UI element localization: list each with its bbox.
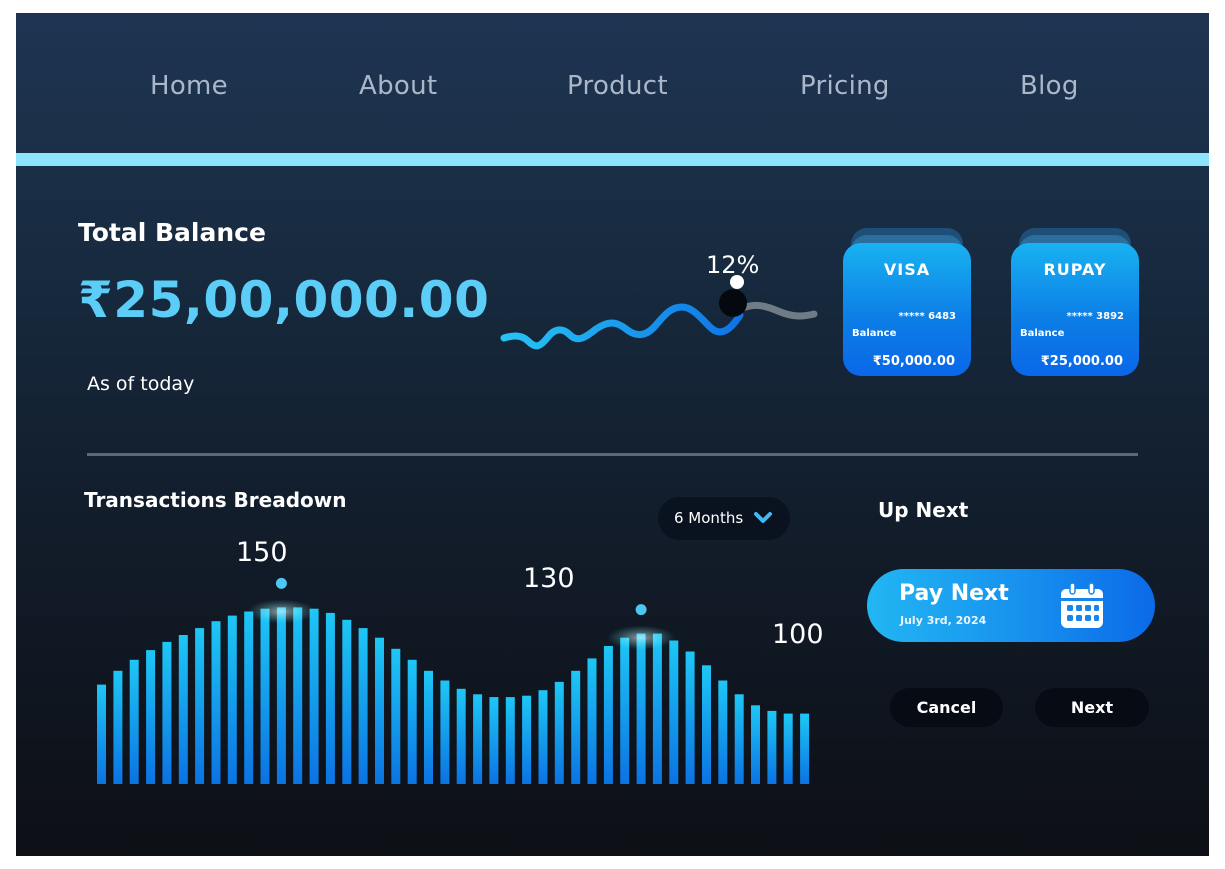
total-balance-amount: ₹25,00,000.00	[78, 271, 490, 329]
chart-bar	[652, 633, 662, 784]
visa-card-face: VISA ***** 6483 Balance ₹50,000.00	[843, 243, 971, 376]
chart-bar	[620, 637, 630, 784]
peak-marker-150	[275, 577, 287, 589]
chart-bar	[702, 665, 711, 784]
chart-bar	[538, 690, 548, 784]
chart-bar	[473, 694, 483, 784]
chart-bar	[146, 650, 156, 784]
visa-card[interactable]: VISA ***** 6483 Balance ₹50,000.00	[843, 228, 971, 376]
nav-product[interactable]: Product	[567, 71, 668, 101]
card-balance-label: Balance	[1020, 328, 1065, 339]
balance-as-of: As of today	[87, 373, 195, 395]
chart-bar	[129, 659, 139, 784]
chart-bar	[718, 680, 728, 784]
chart-bar	[636, 633, 646, 784]
chart-bar	[669, 640, 679, 784]
calendar-icon	[1061, 582, 1103, 628]
chart-bar	[391, 648, 401, 784]
peak-label-1: 150	[236, 537, 288, 568]
chart-bar	[358, 628, 368, 784]
chart-bar	[113, 670, 123, 784]
nav-home[interactable]: Home	[150, 71, 228, 101]
chart-bar	[211, 621, 221, 784]
card-brand: VISA	[883, 260, 931, 279]
trend-line-blue	[500, 303, 744, 350]
card-number: ***** 6483	[898, 311, 956, 322]
chart-bar	[293, 607, 303, 784]
chart-bar	[767, 710, 777, 784]
rupay-card-face: RUPAY ***** 3892 Balance ₹25,000.00	[1011, 243, 1139, 376]
pay-next-title: Pay Next	[899, 581, 1009, 606]
peak-marker-130	[635, 604, 647, 616]
card-balance-amount: ₹50,000.00	[872, 354, 955, 369]
chart-bar	[244, 611, 254, 784]
chart-bar	[342, 619, 352, 784]
chart-bar	[751, 705, 760, 784]
total-balance-title: Total Balance	[78, 218, 266, 247]
peak-glow	[607, 625, 676, 650]
chart-bar	[309, 608, 319, 784]
chart-bar	[456, 688, 466, 784]
period-dropdown[interactable]: 6 Months	[658, 497, 790, 540]
period-dropdown-label: 6 Months	[674, 509, 744, 527]
chart-bar	[603, 646, 613, 784]
chart-bar	[554, 681, 564, 784]
balance-trend-chart	[500, 275, 818, 350]
section-divider	[87, 453, 1138, 456]
peak-label-3: 100	[772, 619, 824, 650]
card-balance-amount: ₹25,000.00	[1040, 354, 1123, 369]
nav-blog[interactable]: Blog	[1020, 71, 1079, 101]
top-navbar: Home About Product Pricing Blog	[16, 13, 1209, 153]
trend-marker-point	[730, 275, 744, 289]
pay-next-card[interactable]: Pay Next July 3rd, 2024	[867, 569, 1155, 642]
chart-bar	[783, 713, 793, 784]
nav-accent-stripe	[16, 153, 1209, 166]
trend-percent-label: 12%	[706, 251, 760, 279]
chart-bar	[407, 659, 417, 784]
rupay-card[interactable]: RUPAY ***** 3892 Balance ₹25,000.00	[1011, 228, 1139, 376]
nav-pricing[interactable]: Pricing	[800, 71, 890, 101]
peak-glow	[247, 599, 316, 624]
chart-bar	[587, 658, 597, 784]
chevron-down-icon	[754, 512, 772, 523]
chart-bar	[276, 607, 286, 784]
chart-bar	[685, 651, 695, 784]
transactions-bar-chart	[97, 577, 810, 784]
chart-bar	[489, 697, 499, 784]
nav-about[interactable]: About	[359, 71, 438, 101]
dashboard-window: Home About Product Pricing Blog Total Ba…	[16, 13, 1209, 856]
chart-bar	[800, 713, 810, 784]
chart-bar	[260, 608, 270, 784]
pay-next-date: July 3rd, 2024	[900, 614, 987, 627]
card-balance-label: Balance	[852, 328, 897, 339]
chart-bar	[375, 637, 384, 784]
chart-bar	[178, 635, 188, 784]
chart-bar	[522, 695, 532, 784]
chart-bar	[97, 684, 106, 784]
chart-bar	[440, 680, 450, 784]
chart-bar	[227, 615, 237, 784]
chart-bar	[571, 670, 581, 784]
up-next-title: Up Next	[878, 498, 969, 522]
chart-bar	[162, 641, 172, 784]
card-brand: RUPAY	[1043, 260, 1107, 279]
chart-bar	[195, 628, 205, 784]
transactions-title: Transactions Breadown	[84, 488, 347, 512]
card-number: ***** 3892	[1066, 311, 1124, 322]
peak-label-2: 130	[523, 563, 575, 594]
trend-marker-dot	[719, 289, 747, 317]
next-button[interactable]: Next	[1035, 688, 1149, 727]
chart-bar	[424, 670, 433, 784]
chart-bar	[505, 697, 515, 784]
chart-bar	[325, 612, 335, 784]
chart-bar	[734, 694, 744, 784]
trend-line-gray	[736, 301, 818, 320]
cancel-button[interactable]: Cancel	[890, 688, 1003, 727]
